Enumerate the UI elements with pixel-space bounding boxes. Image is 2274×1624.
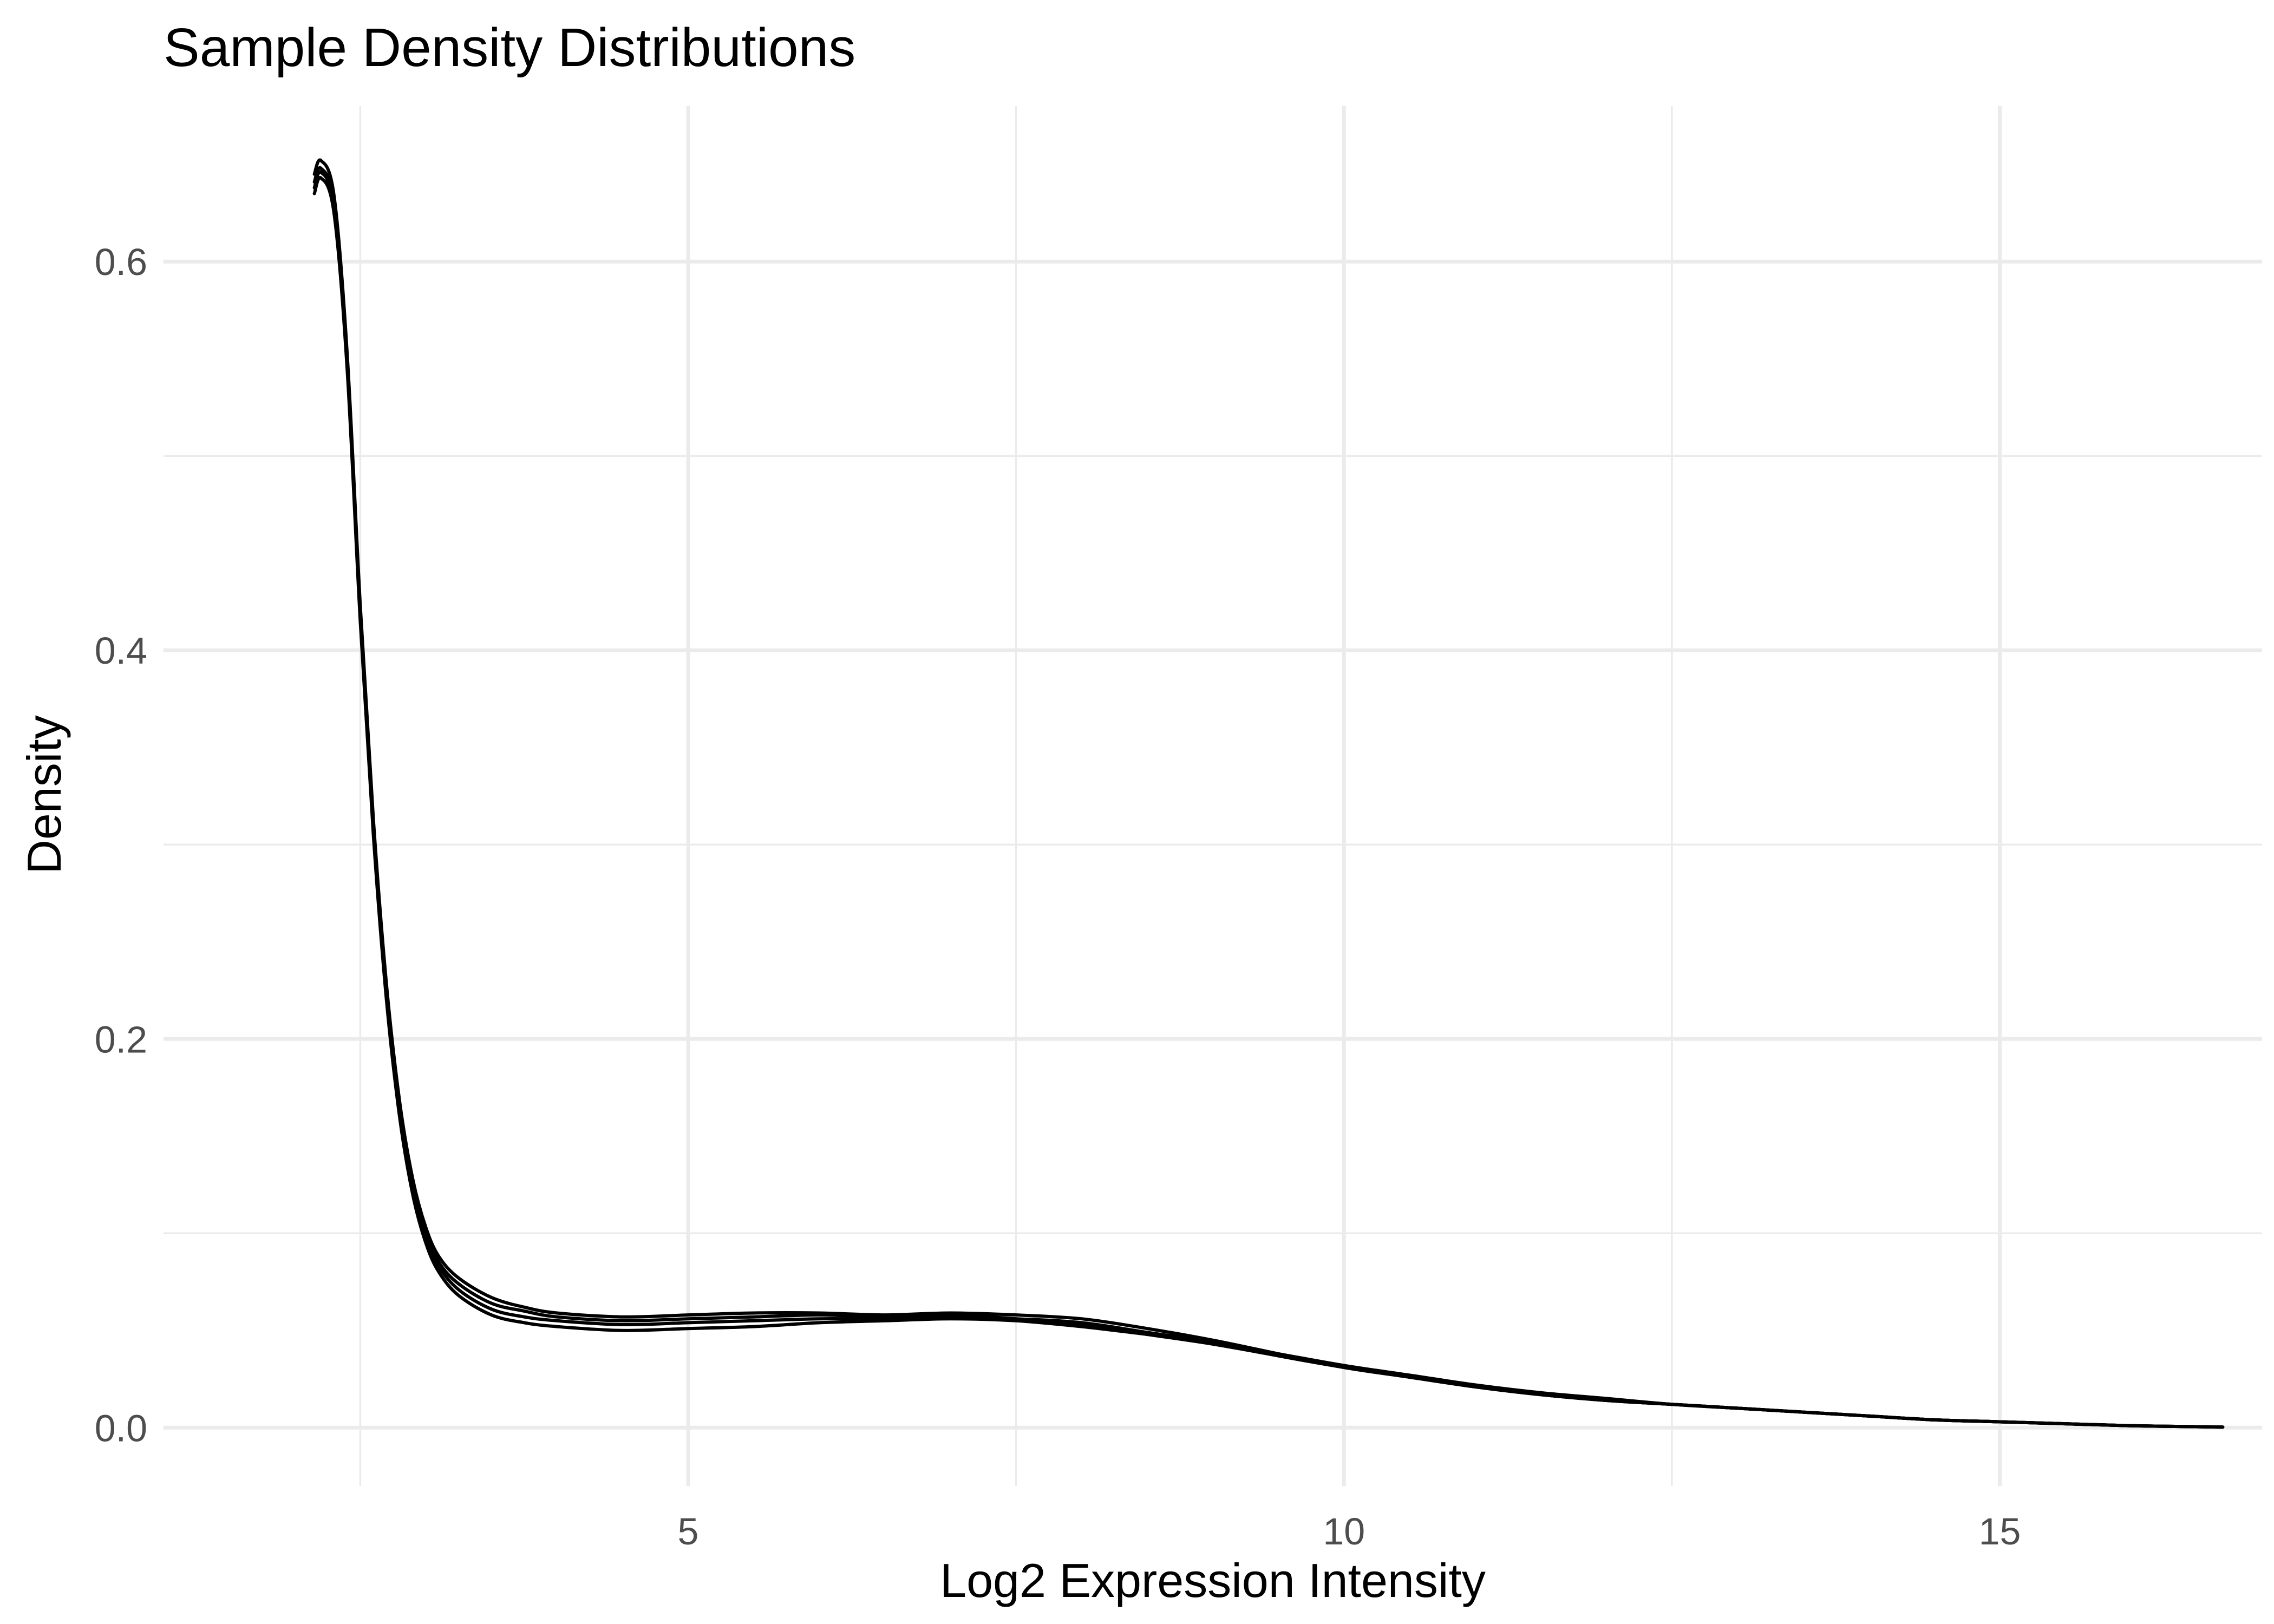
y-tick-label: 0.0 [95,1407,147,1449]
y-axis-title: Density [17,715,71,874]
y-tick-label: 0.6 [95,241,147,283]
density-lines [312,158,2225,1429]
x-tick-label: 5 [678,1510,699,1553]
x-tick-label: 15 [1979,1510,2021,1553]
grid [164,106,2262,1486]
x-tick-label: 10 [1323,1510,1365,1553]
y-tick-label: 0.4 [95,630,147,672]
density-line-sample-4 [312,170,2225,1429]
density-line-sample-2 [312,176,2225,1429]
tick-labels: 5 10 15 0.0 0.2 0.4 0.6 [95,241,2021,1553]
density-line-sample-3 [312,158,2225,1429]
y-tick-label: 0.2 [95,1018,147,1060]
chart-title: Sample Density Distributions [164,17,855,78]
density-line-sample-1 [312,166,2225,1429]
x-axis-title: Log2 Expression Intensity [940,1554,1486,1607]
